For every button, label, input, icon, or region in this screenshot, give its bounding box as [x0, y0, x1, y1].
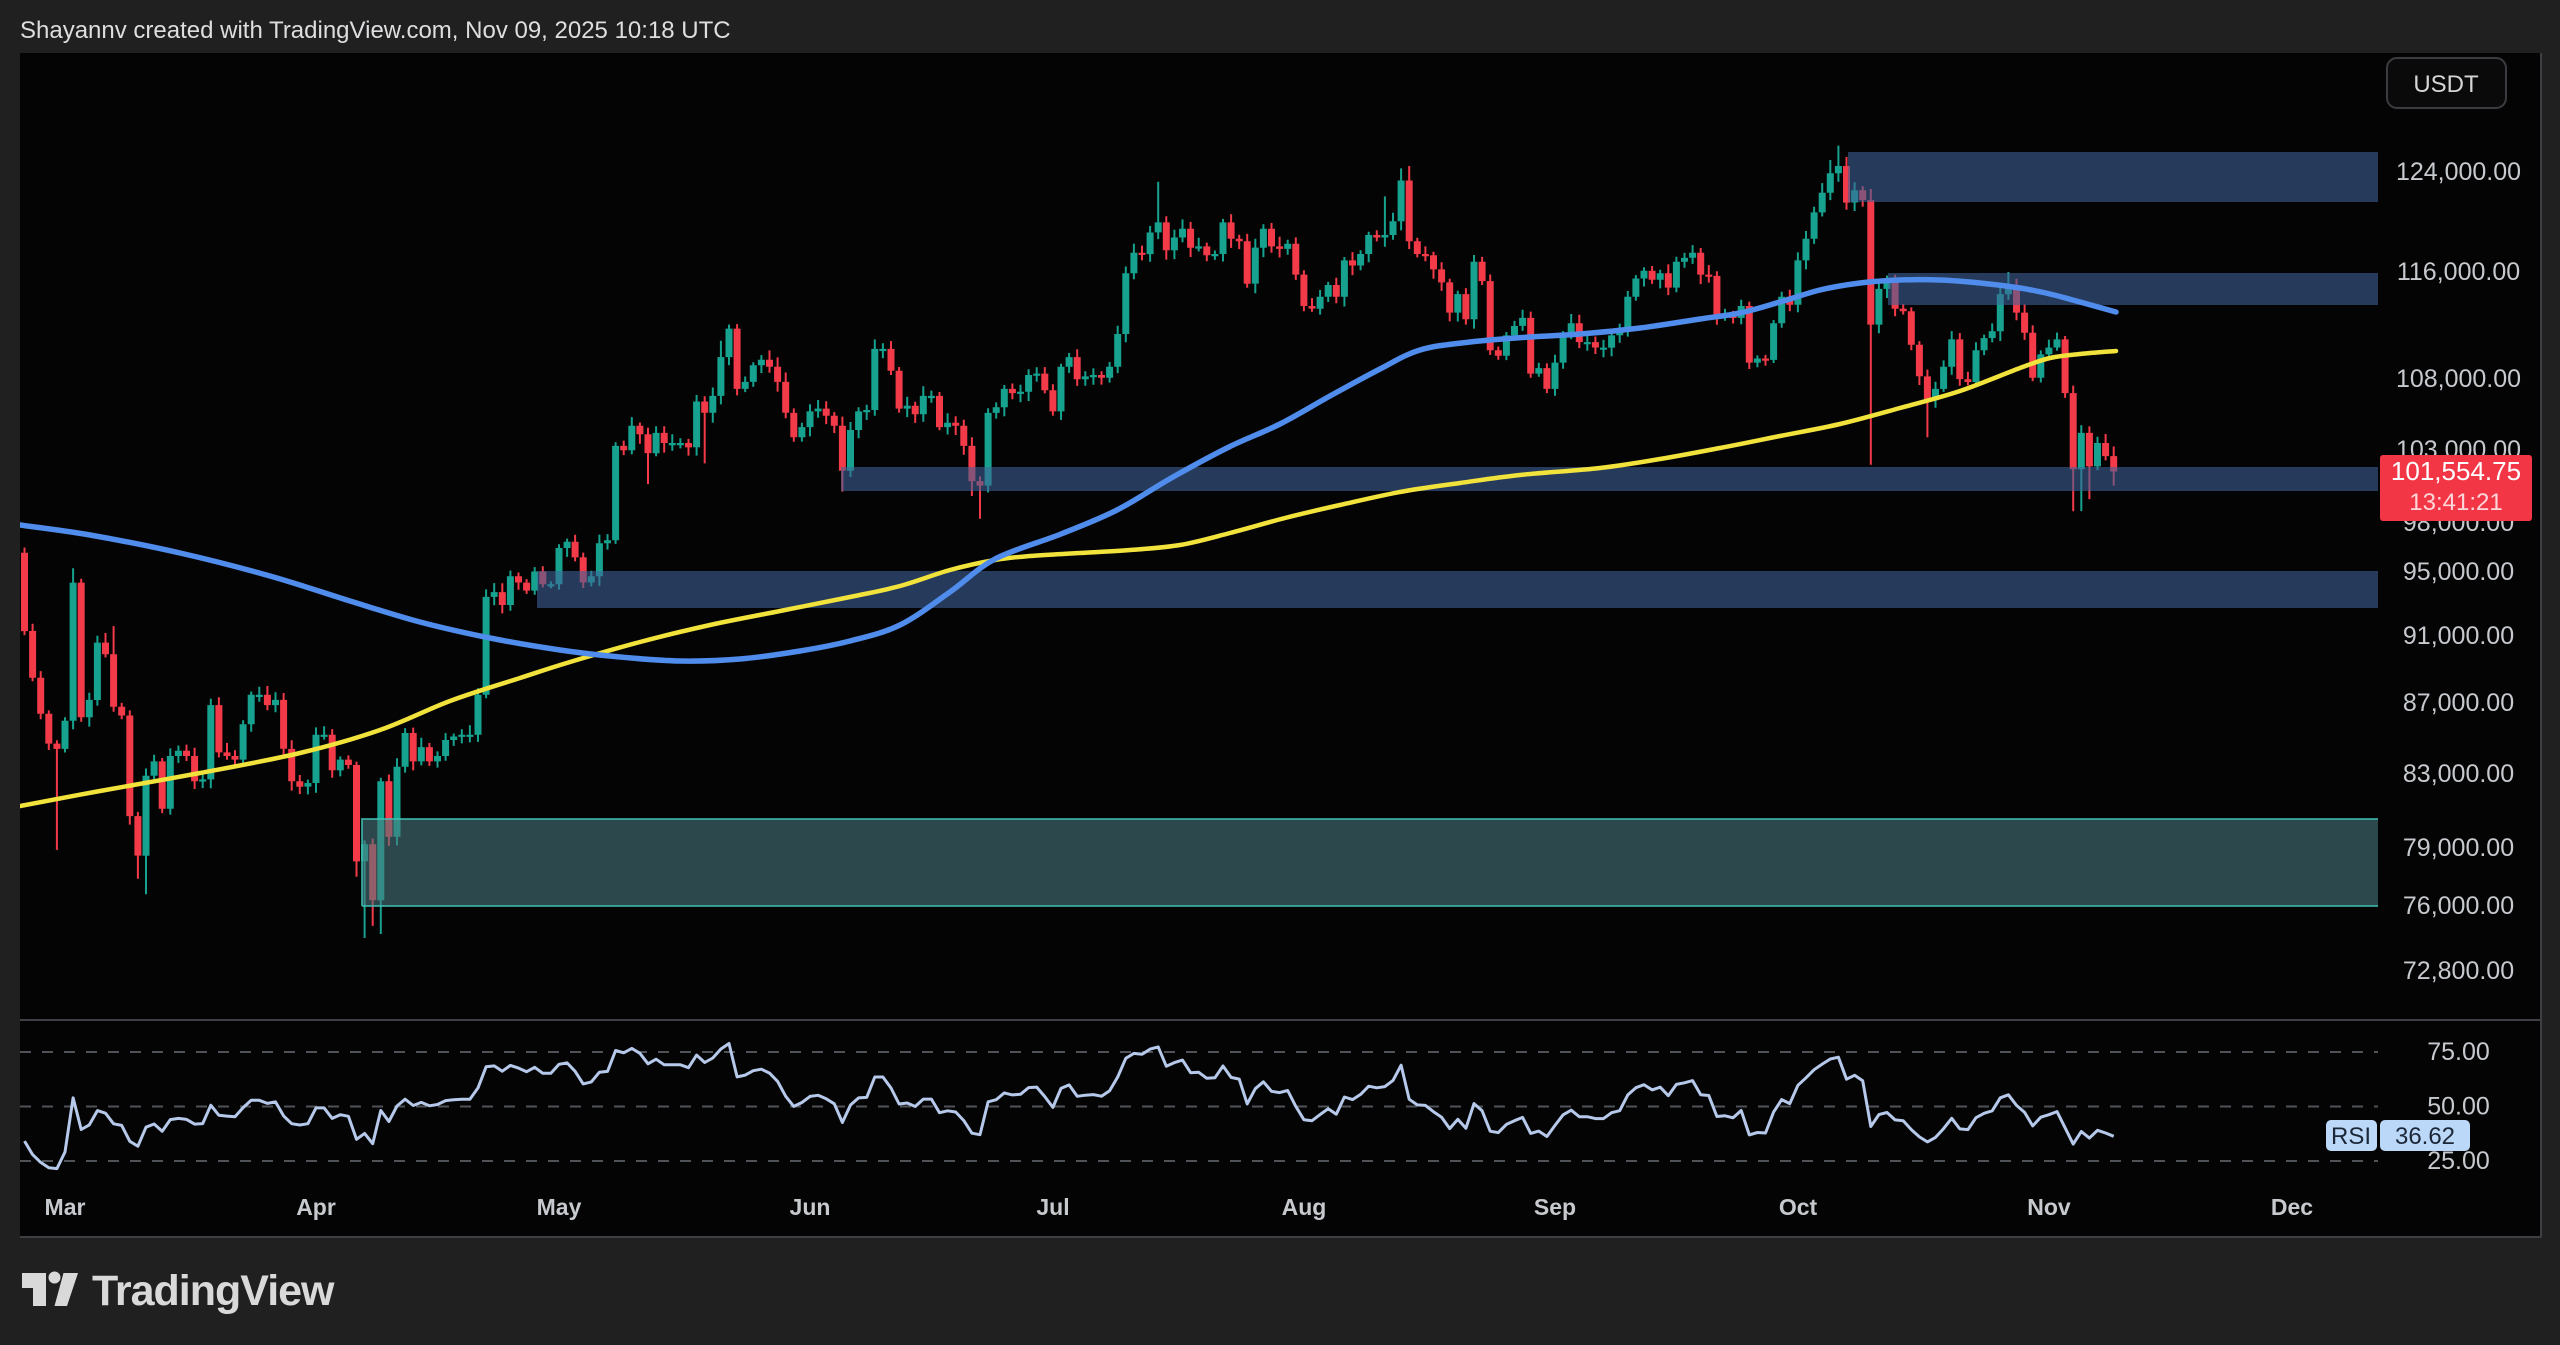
svg-text:91,000.00: 91,000.00: [2403, 622, 2514, 650]
svg-text:76,000.00: 76,000.00: [2403, 892, 2514, 920]
svg-text:13:41:21: 13:41:21: [2409, 489, 2502, 516]
svg-text:124,000.00: 124,000.00: [2396, 158, 2521, 186]
svg-text:Sep: Sep: [1534, 1194, 1576, 1220]
svg-text:TradingView: TradingView: [92, 1267, 335, 1315]
svg-text:USDT: USDT: [2413, 71, 2479, 98]
svg-text:36.62: 36.62: [2395, 1123, 2455, 1150]
svg-text:Nov: Nov: [2027, 1194, 2071, 1220]
svg-text:79,000.00: 79,000.00: [2403, 834, 2514, 862]
svg-text:50.00: 50.00: [2427, 1093, 2490, 1121]
svg-text:95,000.00: 95,000.00: [2403, 558, 2514, 586]
svg-text:RSI: RSI: [2331, 1123, 2371, 1150]
svg-text:75.00: 75.00: [2427, 1038, 2490, 1066]
svg-text:Jun: Jun: [790, 1194, 831, 1220]
svg-text:Jul: Jul: [1036, 1194, 1069, 1220]
svg-text:Dec: Dec: [2271, 1194, 2313, 1220]
svg-text:83,000.00: 83,000.00: [2403, 760, 2514, 788]
svg-text:Shayannv created with TradingV: Shayannv created with TradingView.com, N…: [20, 17, 731, 44]
svg-text:Oct: Oct: [1779, 1194, 1818, 1220]
svg-text:Mar: Mar: [45, 1194, 86, 1220]
svg-text:Aug: Aug: [1282, 1194, 1327, 1220]
svg-text:72,800.00: 72,800.00: [2403, 957, 2514, 985]
svg-text:May: May: [537, 1194, 582, 1220]
svg-text:87,000.00: 87,000.00: [2403, 689, 2514, 717]
svg-text:116,000.00: 116,000.00: [2397, 258, 2520, 286]
svg-text:108,000.00: 108,000.00: [2396, 365, 2521, 393]
svg-text:25.00: 25.00: [2427, 1147, 2490, 1175]
svg-text:Apr: Apr: [296, 1194, 336, 1220]
svg-text:101,554.75: 101,554.75: [2391, 456, 2521, 486]
